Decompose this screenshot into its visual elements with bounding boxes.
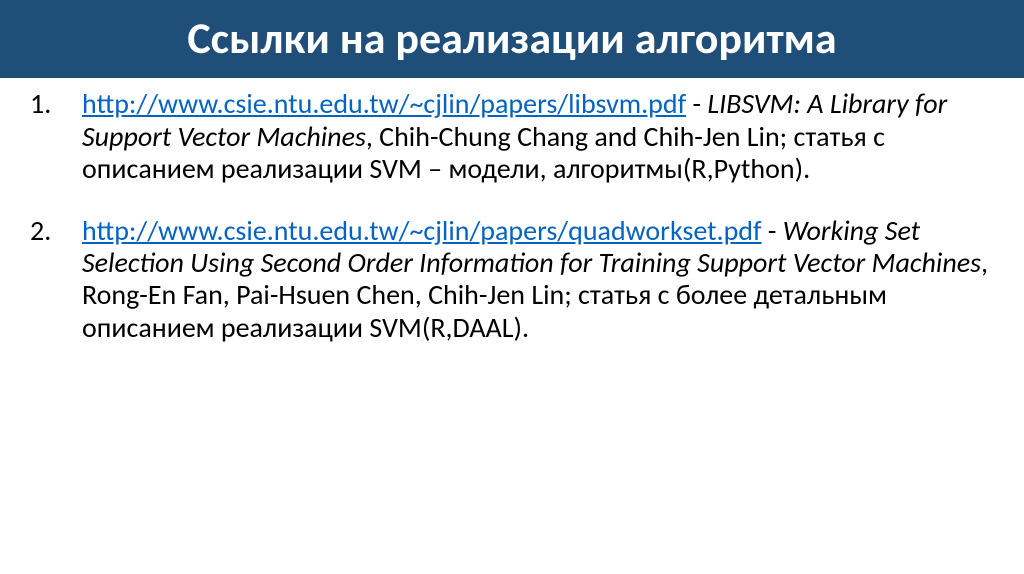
- reference-link[interactable]: http://www.csie.ntu.edu.tw/~cjlin/papers…: [82, 86, 686, 121]
- reference-body: http://www.csie.ntu.edu.tw/~cjlin/papers…: [82, 88, 994, 185]
- reference-number: 1.: [30, 88, 82, 120]
- slide-content: 1. http://www.csie.ntu.edu.tw/~cjlin/pap…: [0, 78, 1024, 403]
- references-list: 1. http://www.csie.ntu.edu.tw/~cjlin/pap…: [30, 88, 994, 343]
- slide: Ссылки на реализации алгоритма 1. http:/…: [0, 0, 1024, 574]
- slide-header: Ссылки на реализации алгоритма: [0, 0, 1024, 78]
- reference-item: 2. http://www.csie.ntu.edu.tw/~cjlin/pap…: [30, 215, 994, 344]
- reference-body: http://www.csie.ntu.edu.tw/~cjlin/papers…: [82, 215, 994, 344]
- reference-separator: -: [686, 86, 707, 121]
- reference-number: 2.: [30, 215, 82, 247]
- reference-item: 1. http://www.csie.ntu.edu.tw/~cjlin/pap…: [30, 88, 994, 185]
- reference-separator: -: [762, 213, 783, 248]
- reference-link[interactable]: http://www.csie.ntu.edu.tw/~cjlin/papers…: [82, 213, 762, 248]
- slide-title: Ссылки на реализации алгоритма: [10, 14, 1014, 62]
